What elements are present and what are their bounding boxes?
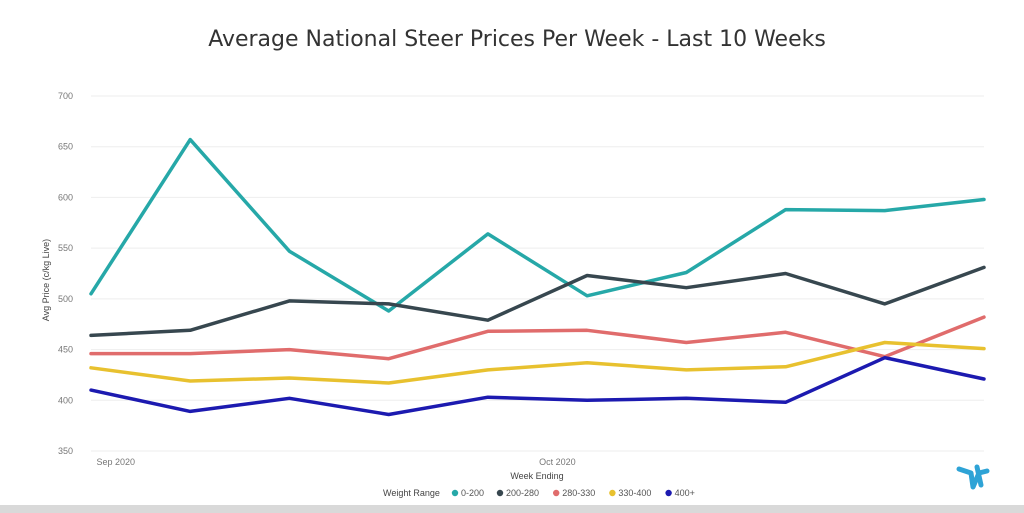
- legend-label: 330-400: [618, 488, 651, 498]
- y-tick-label: 350: [58, 446, 73, 456]
- y-tick-label: 550: [58, 243, 73, 253]
- series-line-200-280: [89, 265, 986, 338]
- y-axis-ticks: 350 400 450 500 550 600 650 700: [58, 91, 73, 456]
- chart-title: Average National Steer Prices Per Week -…: [208, 27, 826, 52]
- legend-label: 200-280: [506, 488, 539, 498]
- legend-marker: [496, 489, 504, 497]
- legend-marker: [553, 489, 560, 497]
- brand-logo-icon: [956, 464, 990, 490]
- x-tick-label: Sep 2020: [97, 457, 136, 467]
- legend-label: 400+: [675, 488, 695, 498]
- y-tick-label: 600: [58, 192, 73, 202]
- legend-marker: [451, 489, 459, 497]
- y-tick-label: 450: [58, 345, 73, 355]
- series-line-280-330: [89, 315, 986, 361]
- legend-label: 0-200: [461, 488, 484, 498]
- x-axis-label: Week Ending: [510, 471, 563, 481]
- series-lines: [89, 137, 986, 417]
- series-line-330-400: [89, 340, 986, 385]
- legend-marker: [609, 489, 616, 497]
- x-tick-label: Oct 2020: [539, 457, 576, 467]
- legend-title: Weight Range: [383, 488, 440, 498]
- series-line-400+: [89, 355, 986, 417]
- legend: Weight Range 0-200 200-280 280-330 330-400 4…: [383, 488, 695, 498]
- y-tick-label: 650: [58, 142, 73, 152]
- footer-bar: [0, 505, 1024, 513]
- x-axis-ticks: Sep 2020 Oct 2020: [97, 457, 576, 467]
- legend-label: 280-330: [562, 488, 595, 498]
- legend-marker: [665, 489, 672, 497]
- y-tick-label: 400: [58, 395, 73, 405]
- y-tick-label: 700: [58, 91, 73, 101]
- y-tick-label: 500: [58, 294, 73, 304]
- series-line-0-200: [89, 137, 986, 313]
- y-axis-label: Avg Price (c/kg Live): [41, 239, 51, 321]
